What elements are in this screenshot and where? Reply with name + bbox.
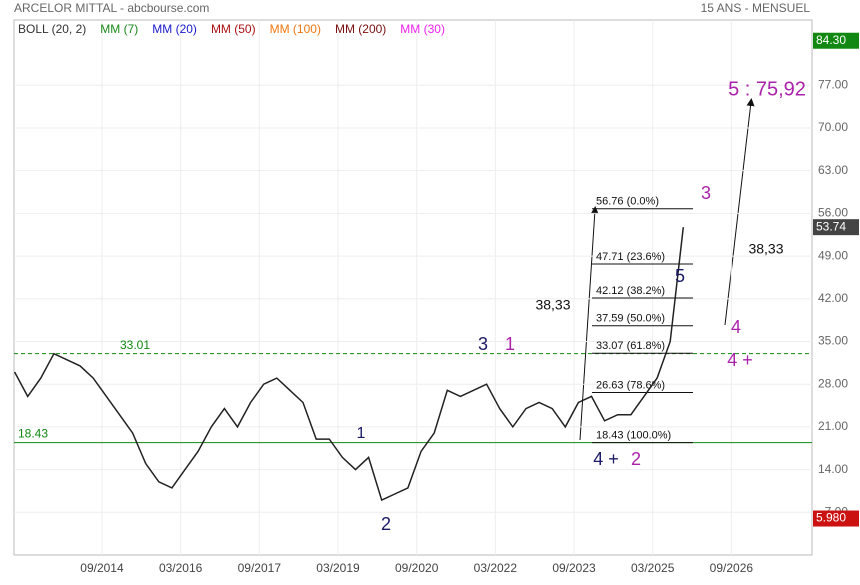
price-tag xyxy=(813,219,859,236)
price-tag-label: 53.74 xyxy=(816,219,846,233)
fib-label: 18.43 (100.0%) xyxy=(596,429,671,441)
level-label: 18.43 xyxy=(18,427,48,441)
y-tick-label: 21.00 xyxy=(818,419,848,433)
arrow xyxy=(579,206,599,441)
y-tick-label: 14.00 xyxy=(818,462,848,476)
legend-item: MM (100) xyxy=(270,22,321,36)
fib-label: 33.07 (61.8%) xyxy=(596,340,665,352)
y-tick-label: 63.00 xyxy=(818,163,848,177)
annotation: 4 + xyxy=(593,449,619,469)
chart-title: ARCELOR MITTAL - abcbourse.com xyxy=(14,1,209,15)
price-tag xyxy=(813,32,859,49)
price-line xyxy=(13,227,685,502)
annotation: 5 xyxy=(675,266,685,286)
y-tick-label: 56.00 xyxy=(818,206,848,220)
x-tick-label: 09/2020 xyxy=(395,561,439,575)
x-tick-label: 09/2023 xyxy=(552,561,596,575)
legend-item: MM (30) xyxy=(400,22,445,36)
y-tick-label: 42.00 xyxy=(818,291,848,305)
price-tag xyxy=(813,510,859,527)
price-tag-label: 5.980 xyxy=(816,511,846,525)
x-tick-label: 03/2025 xyxy=(631,561,675,575)
fib-label: 42.12 (38.2%) xyxy=(596,285,665,297)
annotation: 38,33 xyxy=(535,297,570,313)
fib-label: 26.63 (78.6%) xyxy=(596,379,665,391)
annotation: 38,33 xyxy=(748,241,783,257)
x-tick-label: 03/2019 xyxy=(316,561,360,575)
annotation: 2 xyxy=(631,449,641,469)
legend-item: MM (20) xyxy=(152,22,197,36)
fib-label: 56.76 (0.0%) xyxy=(596,196,659,208)
annotation: 4 xyxy=(731,317,741,337)
annotation: 3 xyxy=(701,183,711,203)
y-tick-label: 35.00 xyxy=(818,334,848,348)
x-tick-label: 03/2022 xyxy=(474,561,518,575)
y-tick-label: 49.00 xyxy=(818,248,848,262)
fib-label: 47.71 (23.6%) xyxy=(596,251,665,263)
annotation: 3 xyxy=(478,334,488,354)
annotation: 1 xyxy=(357,425,366,442)
level-label: 33.01 xyxy=(120,338,150,352)
y-tick-label: 70.00 xyxy=(818,120,848,134)
annotation: 1 xyxy=(505,334,515,354)
legend-item: MM (50) xyxy=(211,22,256,36)
price-tag-label: 84.30 xyxy=(816,33,846,47)
annotation: 2 xyxy=(381,514,391,534)
plot-frame xyxy=(13,19,813,556)
legend-item: BOLL (20, 2) xyxy=(18,22,86,36)
chart-subtitle: 15 ANS - MENSUEL xyxy=(701,1,811,15)
fib-label: 37.59 (50.0%) xyxy=(596,313,665,325)
legend-item: MM (200) xyxy=(335,22,386,36)
x-tick-label: 09/2014 xyxy=(80,561,124,575)
x-tick-label: 03/2016 xyxy=(159,561,203,575)
y-tick-label: 77.00 xyxy=(818,77,848,91)
y-tick-label: 28.00 xyxy=(818,376,848,390)
annotation: 4 + xyxy=(727,350,753,370)
annotation: 5 : 75,92 xyxy=(728,78,806,100)
legend-item: MM (7) xyxy=(100,22,138,36)
x-tick-label: 09/2026 xyxy=(710,561,754,575)
x-tick-label: 09/2017 xyxy=(238,561,282,575)
